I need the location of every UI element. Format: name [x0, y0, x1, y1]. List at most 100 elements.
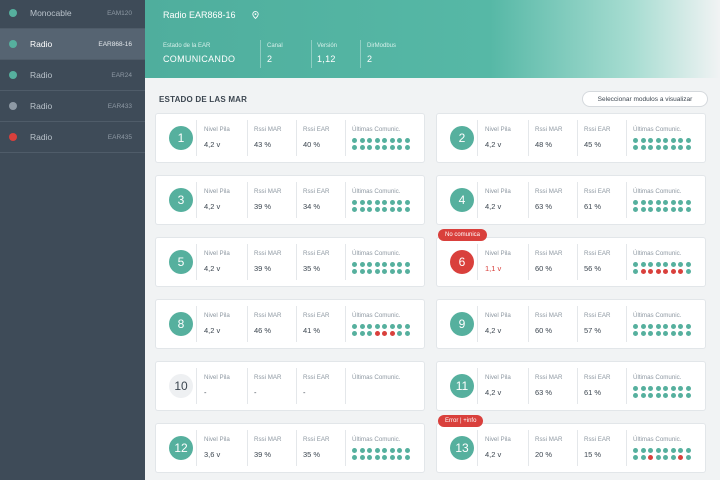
mar-card-12[interactable]: 12 Nivel Pila 3,6 v Rssi MAR 39 % Rssi EAR 35 …	[156, 424, 424, 472]
rssi-mar-value: 60 %	[535, 264, 553, 273]
nivel-pila-label: Nivel Pila	[485, 250, 511, 257]
comm-dot	[389, 324, 395, 329]
mar-card-2[interactable]: 2 Nivel Pila 4,2 v Rssi MAR 48 % Rssi EAR 45 %…	[437, 114, 705, 162]
mar-card-9[interactable]: 9 Nivel Pila 4,2 v Rssi MAR 60 % Rssi EAR 57 %…	[437, 300, 705, 348]
mar-card-10[interactable]: 10 Nivel Pila - Rssi MAR - Rssi EAR - Últimas C…	[156, 362, 424, 410]
divider	[528, 244, 529, 280]
rssi-ear-label: Rssi EAR	[584, 126, 611, 133]
sidebar-item-radio-ear435[interactable]: Radio EAR435	[0, 122, 145, 153]
sidebar-item-label: Radio	[30, 101, 53, 111]
ultimas-comunic-label: Últimas Comunic.	[633, 312, 682, 319]
no-comunica-badge[interactable]: No comunica	[438, 229, 488, 241]
comm-dot	[633, 262, 638, 267]
comm-dot	[640, 386, 646, 391]
nivel-pila-value: 4,2 v	[485, 450, 502, 459]
comm-dot	[389, 207, 395, 212]
comm-dot	[382, 448, 387, 453]
comm-dot	[367, 207, 372, 212]
comm-dot	[397, 262, 402, 267]
comm-dot	[663, 138, 668, 143]
comm-dot	[352, 448, 357, 453]
sidebar-item-monocable[interactable]: Monocable EAM120	[0, 0, 145, 29]
status-dot	[9, 40, 17, 48]
nivel-pila-value: 4,2 v	[204, 326, 221, 335]
comm-dot	[367, 138, 372, 143]
comm-dot	[685, 386, 691, 391]
rssi-mar-label: Rssi MAR	[254, 436, 282, 443]
mar-card-5[interactable]: 5 Nivel Pila 4,2 v Rssi MAR 39 % Rssi EAR 35 %…	[156, 238, 424, 286]
comm-dot	[352, 138, 357, 143]
module-number-badge: 10	[169, 374, 193, 398]
select-modules-button[interactable]: Seleccionar modulos a visualizar	[582, 91, 708, 107]
rssi-ear-value: 61 %	[584, 202, 602, 211]
nivel-pila-value: 4,2 v	[485, 202, 502, 211]
mar-card-11[interactable]: 11 Nivel Pila 4,2 v Rssi MAR 63 % Rssi EAR 61 …	[437, 362, 705, 410]
comm-dot	[367, 448, 372, 453]
canal-label: Canal	[267, 43, 283, 49]
comm-dot	[389, 269, 395, 274]
comm-dot	[397, 207, 402, 212]
ultimas-comunic-label: Últimas Comunic.	[633, 436, 682, 443]
comm-dot	[648, 269, 653, 274]
comm-dot	[352, 200, 357, 205]
nivel-pila-label: Nivel Pila	[485, 374, 511, 381]
comm-dot	[352, 269, 357, 274]
comm-dot	[352, 331, 357, 336]
comm-dot	[404, 324, 410, 329]
comm-dot	[389, 262, 395, 267]
divider	[477, 368, 478, 404]
sidebar-item-radio-ear24[interactable]: Radio EAR24	[0, 60, 145, 91]
comm-dot	[404, 448, 410, 453]
nivel-pila-value: 4,2 v	[204, 264, 221, 273]
dirmodbus-field: DirModbus 2	[367, 43, 396, 64]
comm-dot	[404, 455, 410, 460]
comm-dot	[663, 145, 668, 150]
comm-dot	[663, 448, 668, 453]
comm-dot	[685, 324, 691, 329]
divider	[577, 182, 578, 218]
comm-dot	[678, 200, 683, 205]
comm-dot	[633, 331, 638, 336]
divider	[345, 368, 346, 404]
comm-dot	[655, 448, 661, 453]
mar-card-1[interactable]: 1 Nivel Pila 4,2 v Rssi MAR 43 % Rssi EAR 40 %…	[156, 114, 424, 162]
divider	[296, 368, 297, 404]
comm-dot	[655, 393, 661, 398]
comm-dot	[678, 386, 683, 391]
rssi-ear-label: Rssi EAR	[584, 250, 611, 257]
rssi-mar-label: Rssi MAR	[254, 312, 282, 319]
divider	[626, 120, 627, 156]
ultimas-comunic-label: Últimas Comunic.	[633, 126, 682, 133]
comm-dot	[670, 331, 676, 336]
module-number-badge: 2	[450, 126, 474, 150]
divider	[477, 306, 478, 342]
mar-card-8[interactable]: 8 Nivel Pila 4,2 v Rssi MAR 46 % Rssi EAR 41 %…	[156, 300, 424, 348]
divider	[196, 182, 197, 218]
rssi-ear-label: Rssi EAR	[584, 188, 611, 195]
divider	[528, 306, 529, 342]
mar-card-3[interactable]: 3 Nivel Pila 4,2 v Rssi MAR 39 % Rssi EAR 34 %…	[156, 176, 424, 224]
divider	[528, 368, 529, 404]
nivel-pila-value: 1,1 v	[485, 264, 502, 273]
sidebar-item-radio-ear433[interactable]: Radio EAR433	[0, 91, 145, 122]
nivel-pila-value: 4,2 v	[485, 388, 502, 397]
dirmodbus-label: DirModbus	[367, 43, 397, 49]
mar-card-4[interactable]: 4 Nivel Pila 4,2 v Rssi MAR 63 % Rssi EAR 61 %…	[437, 176, 705, 224]
error-info-badge[interactable]: Error | +info	[438, 415, 484, 427]
comm-dot	[678, 262, 683, 267]
nivel-pila-label: Nivel Pila	[204, 374, 230, 381]
mar-card-13[interactable]: 13 Nivel Pila 4,2 v Rssi MAR 20 % Rssi EAR 15 …	[437, 424, 705, 472]
rssi-ear-label: Rssi EAR	[584, 374, 611, 381]
sidebar-item-radio-ear868[interactable]: Radio EAR868-16	[0, 29, 145, 60]
rssi-ear-label: Rssi EAR	[303, 436, 330, 443]
location-pin-icon[interactable]	[252, 11, 259, 19]
comm-dot	[404, 138, 410, 143]
comm-dot	[359, 145, 365, 150]
mar-card-6[interactable]: 6 Nivel Pila 1,1 v Rssi MAR 60 % Rssi EAR 56 %…	[437, 238, 705, 286]
canal-field: Canal 2	[267, 43, 283, 64]
nivel-pila-value: 3,6 v	[204, 450, 221, 459]
comm-dot	[359, 455, 365, 460]
comm-dot	[352, 145, 357, 150]
comm-dot	[685, 331, 691, 336]
comm-dot	[359, 269, 365, 274]
